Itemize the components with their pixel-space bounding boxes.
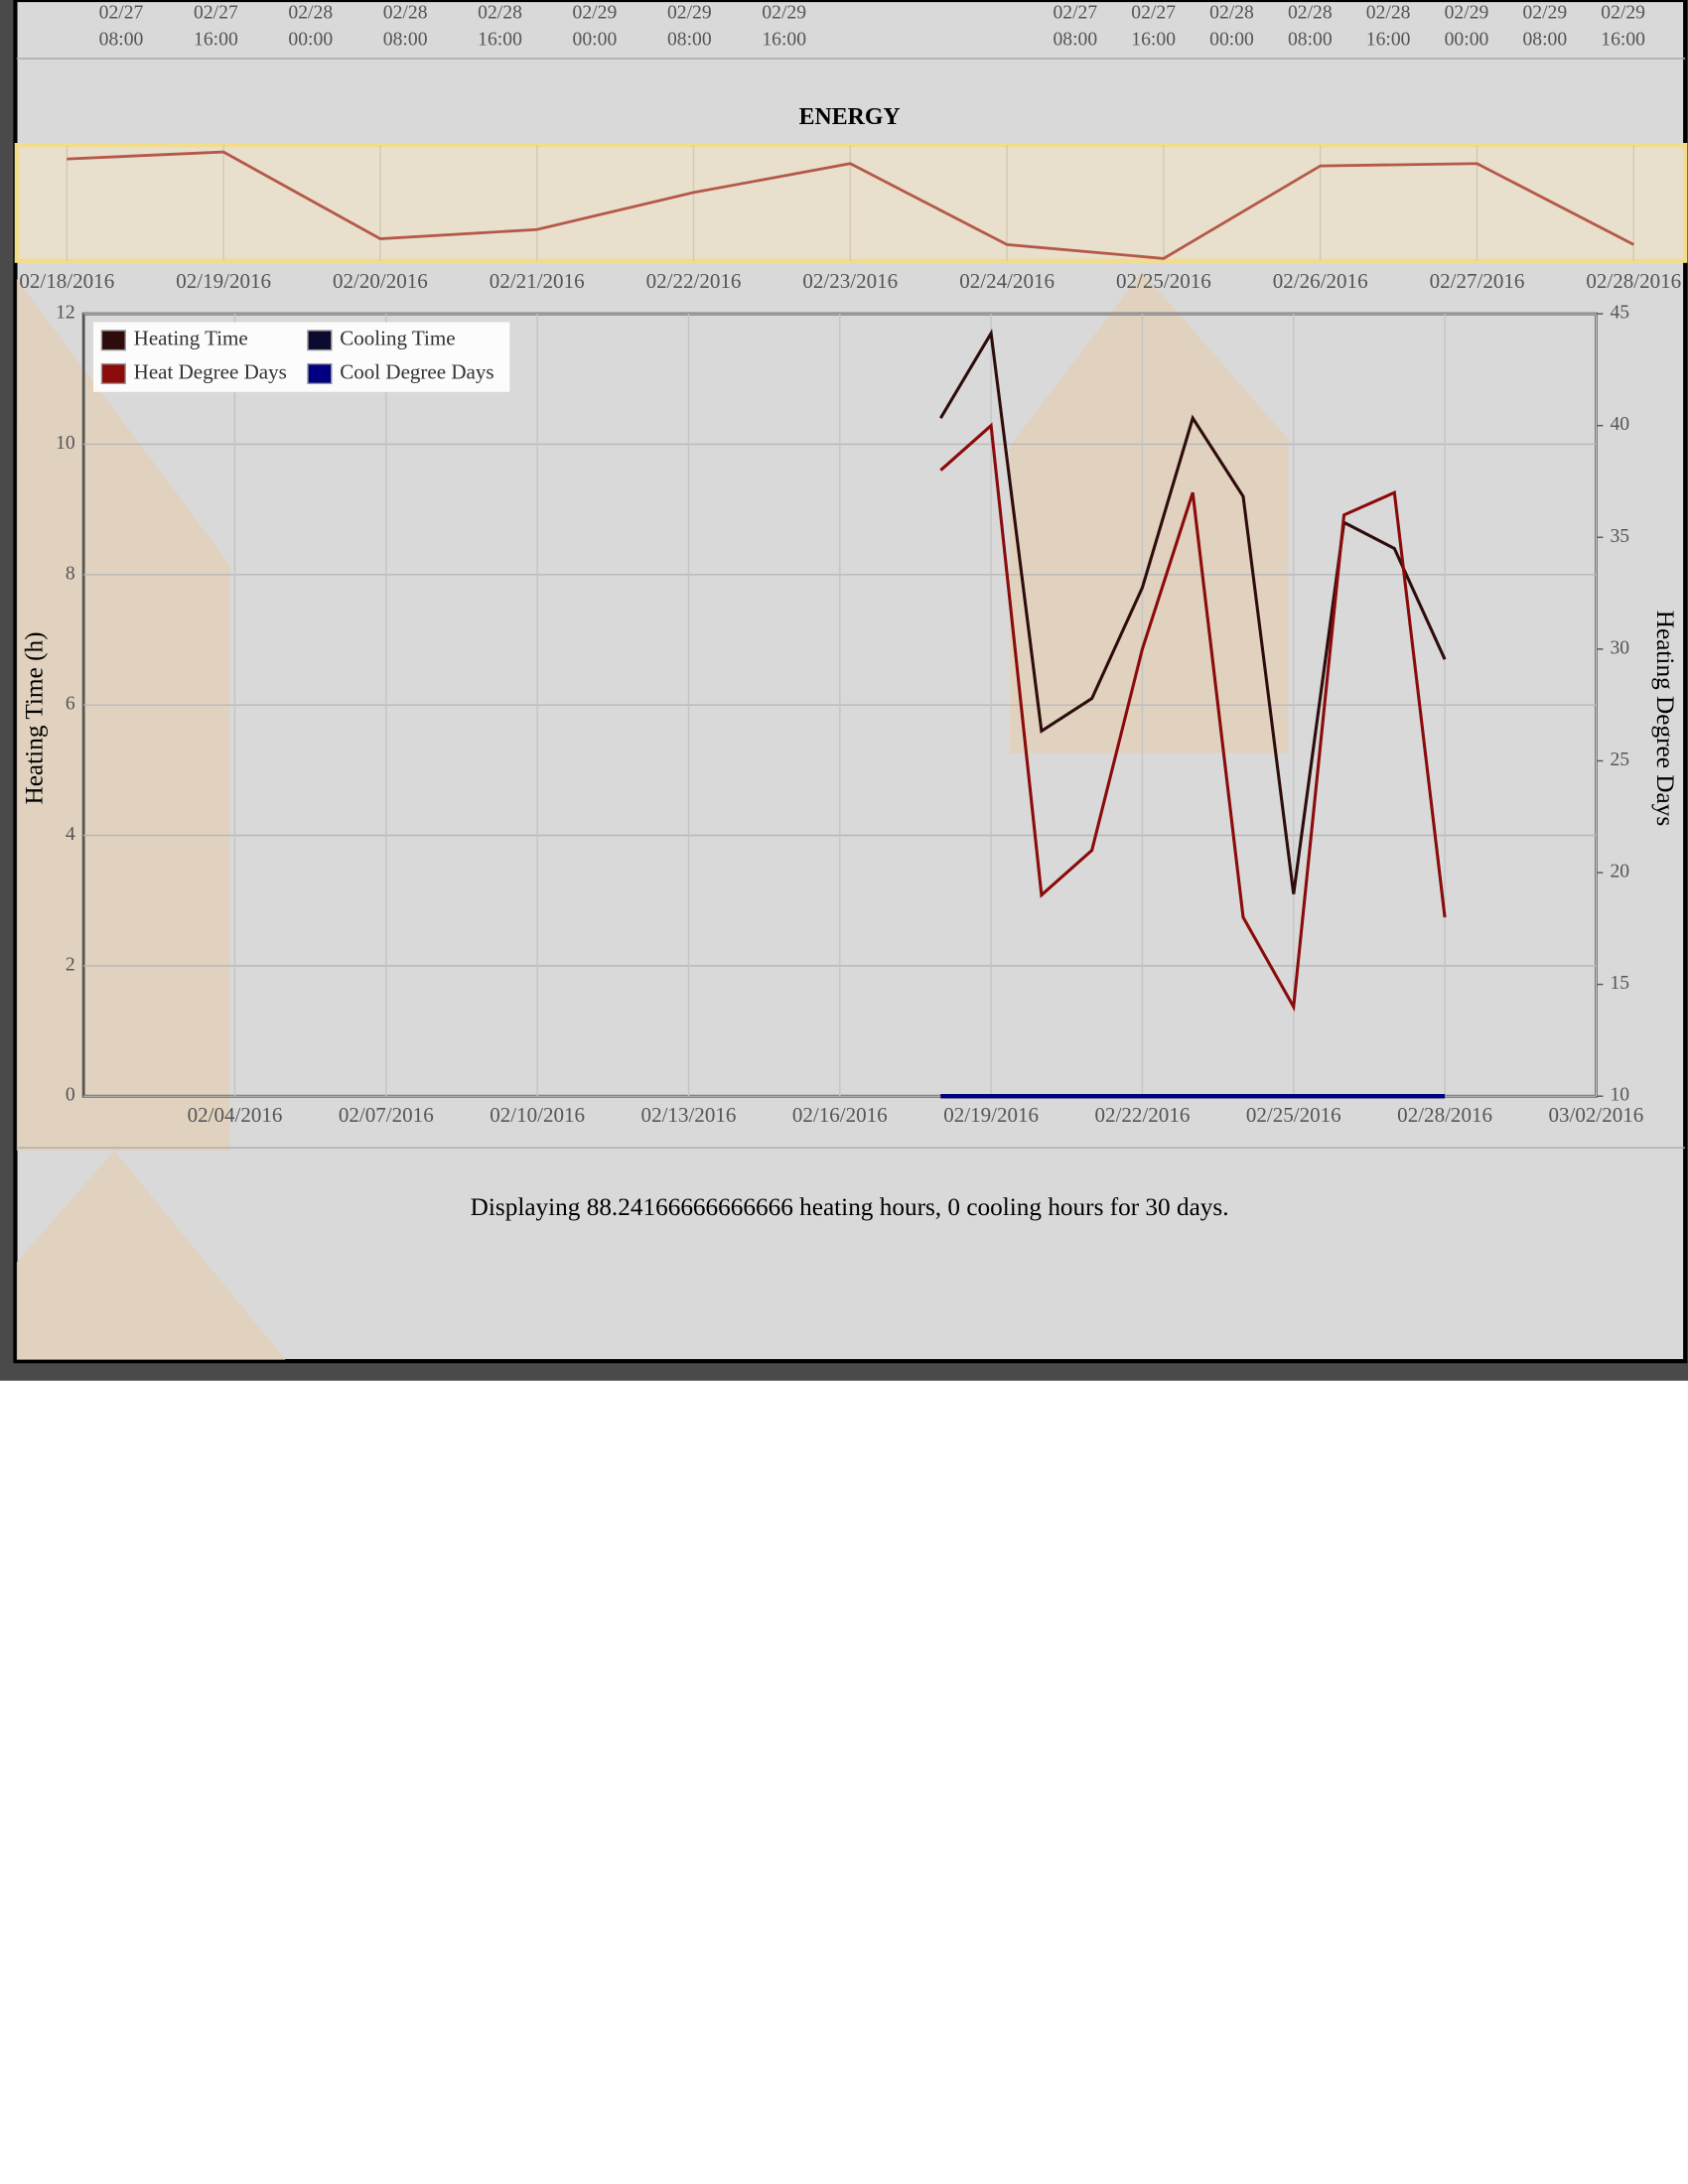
x-tick-label: 02/07/2016 xyxy=(339,1103,434,1127)
top-tick-date: 02/27 xyxy=(1131,2,1176,24)
x-tick-label: 02/10/2016 xyxy=(490,1103,585,1127)
top-tick-date: 02/28 xyxy=(288,2,333,24)
top-tick-time: 08:00 xyxy=(1288,28,1333,50)
legend-box xyxy=(92,322,510,392)
x-tick-label: 02/28/2016 xyxy=(1397,1103,1492,1127)
series-line xyxy=(939,422,1447,1013)
y-tick-label: 0 xyxy=(66,1084,75,1106)
top-tick-date: 02/29 xyxy=(667,2,712,24)
y2-tick-label: 40 xyxy=(1610,413,1629,435)
series-line xyxy=(939,329,1447,894)
x-tick-label: 03/02/2016 xyxy=(1549,1103,1644,1127)
y-tick-label: 8 xyxy=(66,562,75,584)
y-tick-label: 4 xyxy=(66,823,75,845)
top-tick-time: 00:00 xyxy=(1445,28,1489,50)
top-tick-time: 16:00 xyxy=(478,28,522,50)
top-tick-date: 02/27 xyxy=(194,2,238,24)
top-tick-time: 16:00 xyxy=(1601,28,1645,50)
top-tick-time: 08:00 xyxy=(383,28,428,50)
y2-tick-label: 45 xyxy=(1610,302,1629,324)
nav-tick-label: 02/28/2016 xyxy=(1586,269,1681,293)
top-tick-date: 02/28 xyxy=(1209,2,1254,24)
y-tick-label: 12 xyxy=(56,302,75,324)
legend-swatch xyxy=(307,330,333,351)
y2-tick-label: 25 xyxy=(1610,749,1629,770)
decor xyxy=(16,1151,286,1360)
top-tick-time: 00:00 xyxy=(288,28,333,50)
top-tick-date: 02/29 xyxy=(762,2,806,24)
y-tick-label: 2 xyxy=(66,953,75,975)
top-tick-date: 02/29 xyxy=(1522,2,1567,24)
top-tick-date: 02/27 xyxy=(1053,2,1097,24)
top-tick-date: 02/27 xyxy=(99,2,144,24)
x-tick-label: 02/19/2016 xyxy=(943,1103,1039,1127)
x-tick-label: 02/22/2016 xyxy=(1095,1103,1191,1127)
y-axis-label: Heating Time (h) xyxy=(20,631,48,804)
legend-swatch xyxy=(100,330,126,351)
y2-tick-label: 20 xyxy=(1610,861,1629,883)
nav-tick-label: 02/20/2016 xyxy=(333,269,428,293)
y-tick-label: 10 xyxy=(56,432,75,454)
x-tick-label: 02/13/2016 xyxy=(641,1103,737,1127)
top-tick-time: 00:00 xyxy=(573,28,618,50)
y-tick-label: 6 xyxy=(66,693,75,715)
top-tick-time: 08:00 xyxy=(99,28,144,50)
legend-label: Cooling Time xyxy=(340,327,455,350)
nav-tick-label: 02/24/2016 xyxy=(959,269,1055,293)
top-tick-date: 02/28 xyxy=(478,2,522,24)
footer: Displaying 88.24166666666666 heating hou… xyxy=(471,1193,1229,1221)
top-tick-time: 16:00 xyxy=(762,28,806,50)
legend-swatch xyxy=(307,362,333,385)
nav-tick-label: 02/23/2016 xyxy=(802,269,898,293)
top-tick-time: 00:00 xyxy=(1209,28,1254,50)
nav-title: ENERGY xyxy=(799,104,901,130)
legend-label: Heat Degree Days xyxy=(134,359,287,383)
x-tick-label: 02/04/2016 xyxy=(188,1103,283,1127)
top-tick-time: 16:00 xyxy=(194,28,238,50)
top-tick-date: 02/28 xyxy=(383,2,428,24)
nav-tick-label: 02/21/2016 xyxy=(490,269,585,293)
y2-axis-label: Heating Degree Days xyxy=(1651,611,1679,827)
x-tick-label: 02/25/2016 xyxy=(1246,1103,1341,1127)
decor xyxy=(1009,271,1289,753)
top-tick-time: 08:00 xyxy=(1053,28,1097,50)
nav-line xyxy=(67,150,1634,260)
top-tick-time: 16:00 xyxy=(1131,28,1176,50)
top-tick-date: 02/28 xyxy=(1288,2,1333,24)
top-tick-date: 02/29 xyxy=(573,2,618,24)
legend-label: Heating Time xyxy=(134,327,248,350)
y2-tick-label: 15 xyxy=(1610,972,1629,994)
x-tick-label: 02/16/2016 xyxy=(792,1103,888,1127)
top-tick-time: 08:00 xyxy=(1522,28,1567,50)
top-tick-time: 16:00 xyxy=(1366,28,1411,50)
legend-label: Cool Degree Days xyxy=(340,359,493,383)
nav-tick-label: 02/27/2016 xyxy=(1430,269,1525,293)
nav-tick-label: 02/18/2016 xyxy=(19,269,114,293)
y2-tick-label: 35 xyxy=(1610,525,1629,547)
nav-tick-label: 02/22/2016 xyxy=(646,269,742,293)
nav-tick-label: 02/26/2016 xyxy=(1273,269,1368,293)
top-tick-time: 08:00 xyxy=(667,28,712,50)
nav-tick-label: 02/19/2016 xyxy=(176,269,271,293)
top-tick-date: 02/29 xyxy=(1445,2,1489,24)
legend-swatch xyxy=(100,362,126,385)
top-tick-date: 02/28 xyxy=(1366,2,1411,24)
nav-tick-label: 02/25/2016 xyxy=(1116,269,1211,293)
top-tick-date: 02/29 xyxy=(1601,2,1645,24)
decor xyxy=(16,278,230,1152)
y2-tick-label: 30 xyxy=(1610,636,1629,658)
y2-tick-label: 10 xyxy=(1610,1084,1629,1106)
